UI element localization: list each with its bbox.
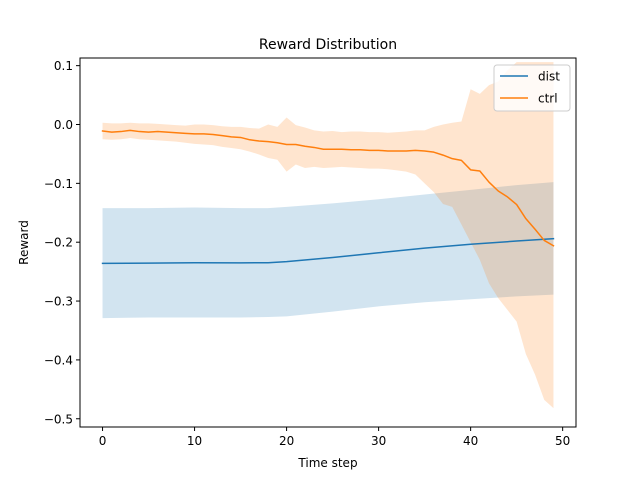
y-tick-label: 0.1 (54, 59, 73, 73)
y-tick-label: −0.3 (44, 295, 73, 309)
y-tick-label: −0.2 (44, 236, 73, 250)
y-tick-label: −0.4 (44, 353, 73, 367)
line-ctrl (101, 129, 555, 247)
x-tick-label: 30 (371, 434, 386, 448)
band-ctrl (102, 62, 554, 409)
x-tick-label: 50 (555, 434, 570, 448)
x-tick-label: 40 (463, 434, 478, 448)
chart-title: Reward Distribution (259, 37, 397, 53)
series-lines (101, 129, 555, 265)
x-tick-label: 10 (187, 434, 202, 448)
legend-label-dist: dist (538, 70, 560, 84)
band-dist (102, 182, 554, 319)
y-axis-ticks: 0.1 0.0 −0.1 −0.2 −0.3 −0.4 −0.5 (44, 59, 80, 426)
legend-label-ctrl: ctrl (538, 92, 558, 106)
x-axis-ticks: 0 10 20 30 40 50 (99, 427, 570, 448)
legend: dist ctrl (493, 64, 571, 112)
y-axis-label: Reward (17, 220, 31, 265)
y-tick-label: −0.1 (44, 177, 73, 191)
x-tick-label: 20 (279, 434, 294, 448)
confidence-bands (102, 62, 554, 409)
y-tick-label: −0.5 (44, 412, 73, 426)
x-axis-label: Time step (297, 456, 357, 470)
y-tick-label: 0.0 (54, 118, 73, 132)
x-tick-label: 0 (99, 434, 107, 448)
line-dist (101, 237, 555, 265)
